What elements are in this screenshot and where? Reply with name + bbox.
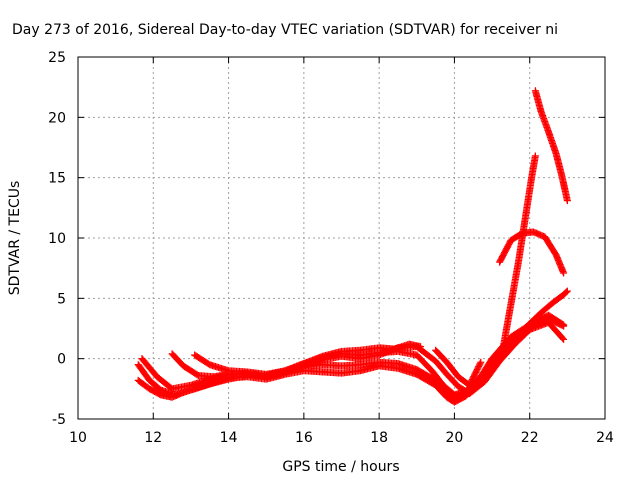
y-tick-label: 25	[48, 50, 66, 66]
data-point-marker	[562, 288, 570, 296]
data-point-marker	[559, 334, 567, 342]
x-tick-label: 10	[69, 430, 87, 446]
chart-title: Day 273 of 2016, Sidereal Day-to-day VTE…	[12, 22, 558, 38]
y-tick-label: 20	[48, 110, 66, 126]
y-tick-label: 5	[57, 291, 66, 307]
grid-lines	[78, 57, 605, 419]
series-5	[191, 340, 425, 378]
y-tick-label: 15	[48, 171, 66, 187]
data-point-marker	[531, 152, 539, 160]
axis-ticks: 10 12 14 16 18 20 22 24 -5 0 5 10 15 20 25	[48, 50, 614, 446]
data-point-marker	[563, 197, 571, 205]
series-9	[531, 87, 571, 205]
data-point-marker	[558, 320, 566, 328]
data-point-marker	[563, 287, 571, 295]
data-point-marker	[476, 360, 484, 368]
y-tick-label: 10	[48, 231, 66, 247]
series-8	[499, 152, 539, 351]
data-point-marker	[560, 269, 568, 277]
y-tick-label: 0	[57, 352, 66, 368]
data-point-marker	[477, 358, 485, 366]
series-6	[432, 346, 485, 389]
data-points	[134, 87, 571, 406]
y-tick-label: -5	[52, 412, 66, 428]
data-point-marker	[417, 343, 425, 351]
y-axis-label: SDTVAR / TECUs	[7, 181, 23, 296]
x-tick-label: 22	[521, 430, 539, 446]
series-7	[496, 228, 568, 277]
x-tick-label: 20	[446, 430, 464, 446]
x-axis-label: GPS time / hours	[282, 459, 399, 475]
series-10	[503, 287, 571, 351]
data-point-marker	[560, 335, 568, 343]
x-tick-label: 24	[596, 430, 614, 446]
x-tick-label: 14	[220, 430, 238, 446]
x-tick-label: 18	[370, 430, 388, 446]
data-point-marker	[560, 321, 568, 329]
x-tick-label: 12	[144, 430, 162, 446]
x-tick-label: 16	[295, 430, 313, 446]
